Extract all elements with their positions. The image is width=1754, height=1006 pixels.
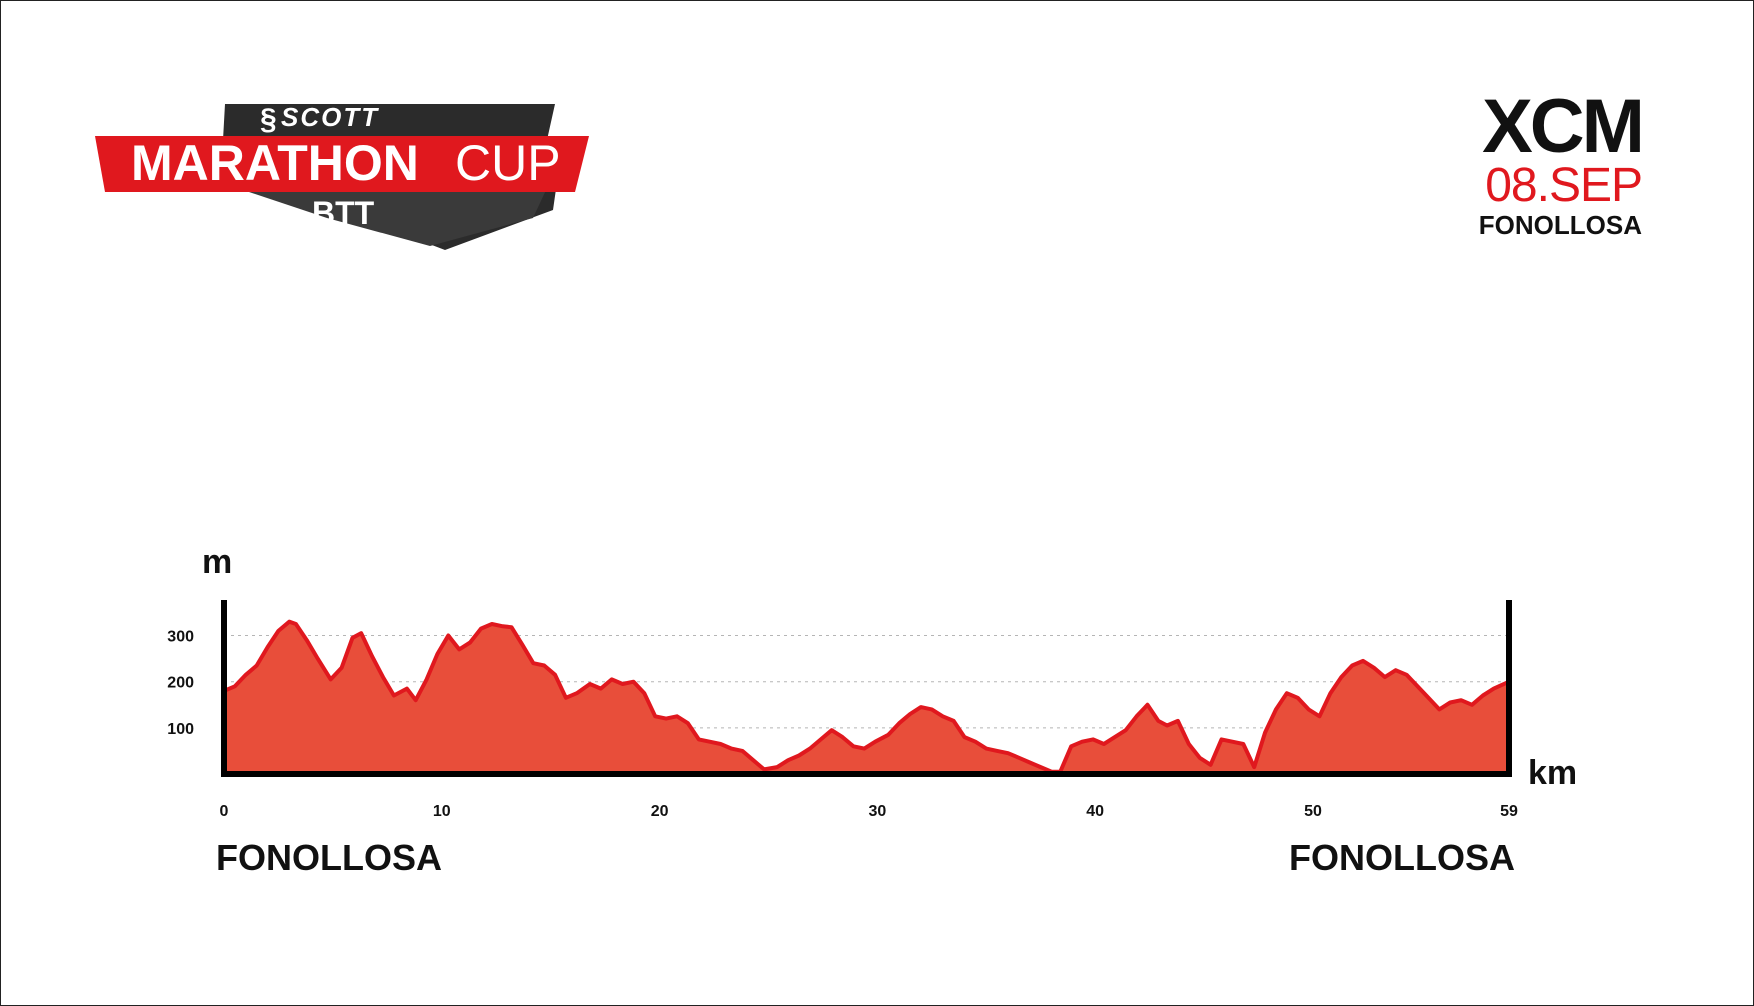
y-tick-labels: 100 200 300 bbox=[167, 629, 194, 738]
elevation-line bbox=[223, 619, 1510, 774]
y-axis-unit: m bbox=[202, 543, 232, 581]
marathon-cup-logo: SCOTT § MARATHON CUP BTT bbox=[95, 102, 589, 250]
logo-brand-text: SCOTT bbox=[281, 102, 379, 132]
x-tick-label: 30 bbox=[868, 803, 886, 820]
event-date: 08.SEP bbox=[1485, 159, 1643, 212]
y-tick-label: 100 bbox=[167, 721, 194, 738]
x-tick-label: 20 bbox=[651, 803, 669, 820]
x-axis-unit: km bbox=[1528, 754, 1577, 792]
elevation-area bbox=[224, 621, 1509, 774]
logo-subtitle: BTT bbox=[312, 195, 375, 231]
event-type: XCM bbox=[1482, 84, 1645, 169]
x-tick-labels: 0 10 20 30 40 50 59 bbox=[220, 803, 1518, 820]
x-tick-label: 59 bbox=[1500, 803, 1518, 820]
end-location-label: FONOLLOSA bbox=[1289, 837, 1515, 878]
event-info: XCM 08.SEP FONOLLOSA bbox=[1382, 84, 1645, 241]
x-tick-label: 40 bbox=[1086, 803, 1104, 820]
axes bbox=[221, 600, 1512, 777]
logo-title-cup: CUP bbox=[455, 135, 561, 191]
logo-title-main: MARATHON bbox=[131, 135, 419, 191]
x-tick-label: 10 bbox=[433, 803, 451, 820]
x-tick-label: 50 bbox=[1304, 803, 1322, 820]
logo-red-banner bbox=[95, 136, 589, 192]
logo-shield-bottom bbox=[237, 188, 547, 246]
logo-s-mark: § bbox=[260, 103, 277, 136]
x-tick-label: 0 bbox=[220, 803, 229, 820]
start-location-label: FONOLLOSA bbox=[216, 837, 442, 878]
y-tick-label: 200 bbox=[167, 675, 194, 692]
event-place: FONOLLOSA bbox=[1478, 210, 1642, 240]
y-tick-label: 300 bbox=[167, 629, 194, 646]
